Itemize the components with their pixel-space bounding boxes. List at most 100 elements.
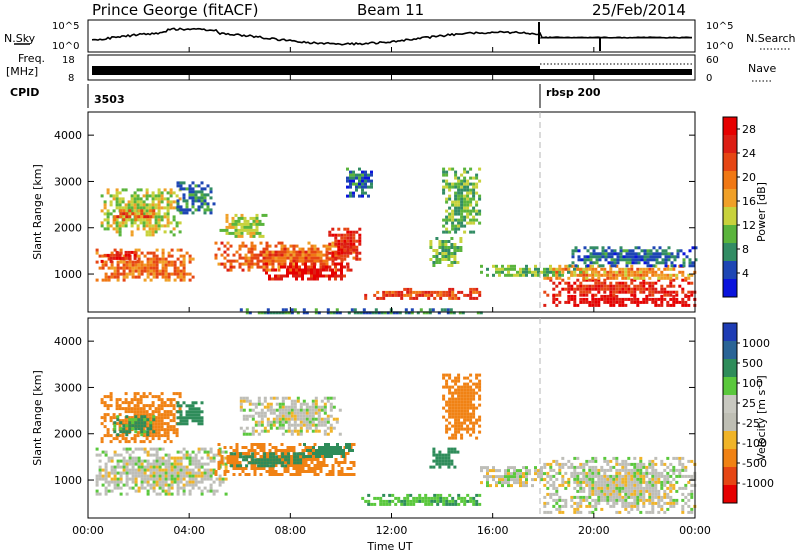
heatmap-cell <box>191 416 195 420</box>
heatmap-cell <box>513 466 516 470</box>
heatmap-cell <box>352 256 356 260</box>
heatmap-cell <box>457 194 461 198</box>
heatmap-cell <box>681 290 685 294</box>
heatmap-cell <box>610 258 614 262</box>
heatmap-cell <box>155 474 159 478</box>
heatmap-cell <box>574 249 578 253</box>
heatmap-cell <box>136 398 140 402</box>
heatmap-cell <box>125 212 129 216</box>
heatmap-cell <box>173 474 177 478</box>
heatmap-cell <box>666 465 670 469</box>
heatmap-cell <box>160 428 164 432</box>
heatmap-cell <box>268 256 272 260</box>
heatmap-cell <box>681 270 685 274</box>
heatmap-cell <box>206 471 210 475</box>
heatmap-cell <box>176 422 180 426</box>
heatmap-cell <box>570 474 574 478</box>
heatmap-cell <box>461 311 465 315</box>
heatmap-cell <box>636 297 640 301</box>
heatmap-cell <box>636 483 640 487</box>
heatmap-cell <box>585 300 589 304</box>
heatmap-cell <box>643 258 647 262</box>
heatmap-cell <box>110 263 114 267</box>
heatmap-cell <box>311 420 315 424</box>
heatmap-cell <box>264 213 268 217</box>
heatmap-cell <box>157 212 161 216</box>
heatmap-cell <box>247 452 251 455</box>
heatmap-cell <box>239 455 243 459</box>
heatmap-cell <box>460 203 464 207</box>
heatmap-cell <box>169 428 173 432</box>
heatmap-cell <box>657 480 661 484</box>
heatmap-cell <box>346 227 350 231</box>
heatmap-cell <box>457 400 461 404</box>
heatmap-cell <box>262 265 266 269</box>
heatmap-cell <box>290 417 294 421</box>
heatmap-cell <box>302 402 306 406</box>
heatmap-cell <box>337 464 341 467</box>
heatmap-cell <box>103 203 107 207</box>
heatmap-cell <box>157 206 161 210</box>
heatmap-cell <box>137 418 141 422</box>
heatmap-cell <box>185 480 189 484</box>
heatmap-cell <box>454 185 458 189</box>
heatmap-cell <box>139 197 143 201</box>
heatmap-cell <box>124 256 128 260</box>
heatmap-cell <box>304 262 307 266</box>
heatmap-cell <box>268 253 272 257</box>
heatmap-cell <box>307 265 310 269</box>
heatmap-cell <box>432 264 436 267</box>
heatmap-cell <box>582 498 586 502</box>
heatmap-cell <box>104 468 108 472</box>
heatmap-cell <box>247 259 251 263</box>
heatmap-cell <box>167 278 171 282</box>
heatmap-cell <box>292 253 296 257</box>
heatmap-cell <box>519 270 522 274</box>
heatmap-cell <box>552 480 556 484</box>
heatmap-cell <box>155 447 159 451</box>
heatmap-cell <box>507 267 510 271</box>
heatmap-cell <box>214 256 218 260</box>
heatmap-cell <box>463 182 467 186</box>
heatmap-cell <box>277 268 281 272</box>
heatmap-cell <box>143 254 147 258</box>
heatmap-cell <box>445 197 449 201</box>
heatmap-cell <box>475 290 479 294</box>
heatmap-cell <box>152 471 156 475</box>
heatmap-cell <box>106 434 110 438</box>
heatmap-cell <box>457 406 461 410</box>
heatmap-cell <box>146 263 150 267</box>
heatmap-cell <box>151 434 155 438</box>
heatmap-cell <box>609 281 613 285</box>
heatmap-cell <box>561 483 565 487</box>
heatmap-cell <box>292 256 296 260</box>
heatmap-cell <box>573 303 577 307</box>
heatmap-cell <box>113 465 117 469</box>
heatmap-cell <box>687 273 691 277</box>
heatmap-cell <box>220 458 224 461</box>
heatmap-cell <box>214 470 218 473</box>
heatmap-cell <box>441 453 445 457</box>
heatmap-cell <box>310 244 314 248</box>
heatmap-cell <box>103 227 107 231</box>
heatmap-cell <box>116 486 120 490</box>
heatmap-cell <box>280 449 284 452</box>
heatmap-cell <box>448 412 452 416</box>
heatmap-cell <box>687 281 691 285</box>
heatmap-cell <box>687 294 691 298</box>
heatmap-cell <box>663 293 667 297</box>
heatmap-cell <box>655 255 659 259</box>
heatmap-cell <box>278 461 282 465</box>
heatmap-cell <box>594 287 598 291</box>
heatmap-cell <box>298 443 302 446</box>
heatmap-cell <box>558 495 562 499</box>
heatmap-cell <box>313 467 317 470</box>
heatmap-cell <box>355 245 359 249</box>
heatmap-cell <box>185 404 189 408</box>
noise-left-tick-top: 10^5 <box>52 21 79 32</box>
heatmap-cell <box>253 467 257 470</box>
heatmap-cell <box>191 193 195 197</box>
heatmap-cell <box>161 489 165 493</box>
heatmap-cell <box>681 498 685 502</box>
heatmap-cell <box>439 493 443 497</box>
